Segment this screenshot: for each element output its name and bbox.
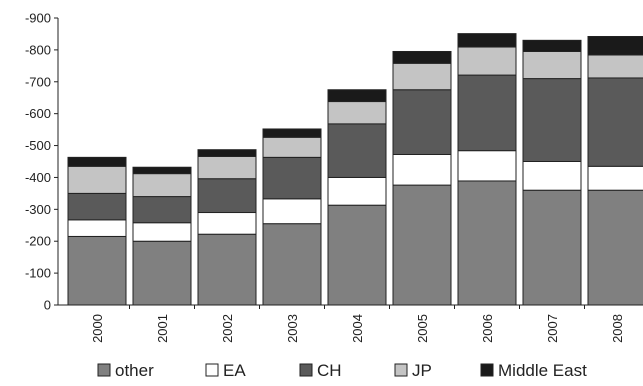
bar-ch-2004 — [327, 123, 387, 178]
y-tick-label: -900 — [25, 11, 51, 26]
bar-other-2002 — [197, 233, 257, 306]
bar-other-2004 — [327, 204, 387, 306]
x-tick-label: 2005 — [415, 314, 430, 343]
bar-ch-2000 — [67, 192, 127, 221]
bar-jp-2003 — [262, 136, 322, 158]
legend-swatch-jp — [394, 363, 408, 377]
bar-ch-2001 — [132, 196, 192, 224]
bar-middle-east-2006 — [457, 33, 517, 48]
legend-swatch-middle-east — [480, 363, 494, 377]
bar-ch-2006 — [457, 74, 517, 152]
y-tick-label: -200 — [25, 234, 51, 249]
bar-other-2008 — [587, 189, 643, 306]
bar-jp-2004 — [327, 101, 387, 125]
x-tick-label: 2004 — [350, 314, 365, 343]
bar-ea-2004 — [327, 176, 387, 206]
bar-other-2005 — [392, 184, 452, 306]
x-tick-label: 2001 — [155, 314, 170, 343]
y-tick-label: -400 — [25, 170, 51, 185]
bar-middle-east-2001 — [132, 166, 192, 175]
bar-jp-2006 — [457, 46, 517, 76]
bars-layer — [67, 33, 643, 306]
bar-ch-2003 — [262, 156, 322, 200]
y-tick-label: -700 — [25, 74, 51, 89]
bar-ea-2006 — [457, 150, 517, 182]
bar-jp-2007 — [522, 50, 582, 80]
legend: other EA CH JP Middle East — [97, 361, 587, 380]
bar-middle-east-2007 — [522, 39, 582, 52]
y-tick-label: -100 — [25, 266, 51, 281]
x-tick-label: 2007 — [545, 314, 560, 343]
legend-label-middle-east: Middle East — [498, 361, 587, 380]
bar-other-2003 — [262, 223, 322, 306]
bar-ch-2005 — [392, 89, 452, 155]
legend-label-ch: CH — [317, 361, 342, 380]
legend-swatch-ea — [205, 363, 219, 377]
bar-ea-2003 — [262, 198, 322, 225]
y-tick-label: -800 — [25, 42, 51, 57]
legend-swatch-ch — [299, 363, 313, 377]
x-tick-label: 2002 — [220, 314, 235, 343]
bar-ch-2002 — [197, 178, 257, 214]
bar-ch-2007 — [522, 78, 582, 162]
bar-ch-2008 — [587, 77, 643, 167]
bar-other-2000 — [67, 235, 127, 306]
bar-jp-2005 — [392, 62, 452, 91]
x-tick-label: 2003 — [285, 314, 300, 343]
bar-ea-2001 — [132, 222, 192, 242]
y-tick-label: -500 — [25, 138, 51, 153]
bar-middle-east-2000 — [67, 156, 127, 167]
legend-swatch-other — [97, 363, 111, 377]
bar-middle-east-2002 — [197, 149, 257, 157]
bar-jp-2000 — [67, 165, 127, 194]
legend-label-ea: EA — [223, 361, 246, 380]
y-axis-ticks: 0 -100 -200 -300 -400 -500 -600 -700 -800 -900 — [25, 11, 58, 313]
y-tick-label: -300 — [25, 202, 51, 217]
bar-other-2001 — [132, 240, 192, 306]
bar-jp-2008 — [587, 54, 643, 79]
x-tick-label: 2006 — [480, 314, 495, 343]
bar-jp-2002 — [197, 155, 257, 180]
y-tick-label: 0 — [44, 298, 51, 313]
legend-label-other: other — [115, 361, 154, 380]
bar-ea-2000 — [67, 219, 127, 237]
x-tick-label: 2000 — [90, 314, 105, 343]
bar-ea-2002 — [197, 212, 257, 235]
bar-other-2006 — [457, 180, 517, 306]
bar-middle-east-2008 — [587, 35, 643, 56]
y-tick-label: -600 — [25, 106, 51, 121]
bar-middle-east-2003 — [262, 128, 322, 138]
bar-ea-2007 — [522, 161, 582, 191]
bar-jp-2001 — [132, 173, 192, 198]
x-tick-label: 2008 — [610, 314, 625, 343]
bar-other-2007 — [522, 189, 582, 306]
bar-middle-east-2004 — [327, 89, 387, 103]
legend-label-jp: JP — [412, 361, 432, 380]
bar-middle-east-2005 — [392, 50, 452, 64]
bar-ea-2005 — [392, 153, 452, 186]
bar-ea-2008 — [587, 165, 643, 191]
axes-layer — [57, 18, 643, 306]
x-axis-labels: 2000 2001 2002 2003 2004 2005 2006 2007 2008 — [90, 305, 625, 343]
